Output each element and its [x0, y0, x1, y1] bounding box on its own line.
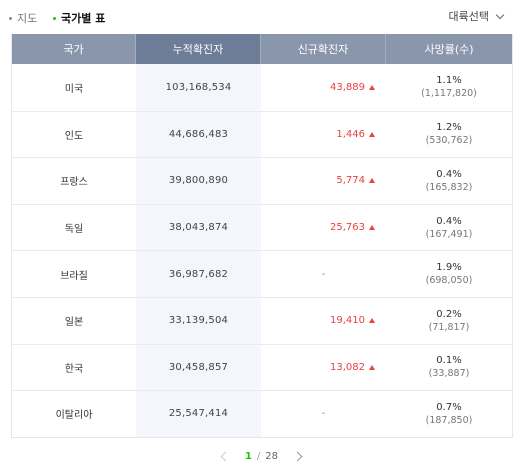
table-row: 한국 30,458,857 13,082 0.1% (33,887): [12, 343, 512, 391]
table-row: 이탈리아 25,547,414 - 0.7% (187,850): [12, 390, 512, 437]
death-count: (1,117,820): [421, 88, 477, 100]
death-rate-value: 0.4%: [436, 168, 462, 180]
header-new-cases[interactable]: 신규확진자: [261, 34, 386, 64]
header-country[interactable]: 국가: [12, 34, 136, 64]
country-table: 국가 누적확진자 신규확진자 사망률(수) 미국 103,168,534 43,88…: [11, 34, 513, 438]
new-cases-value: 5,774: [336, 175, 365, 187]
new-cases: 43,889: [261, 64, 386, 111]
death-rate: 1.1% (1,117,820): [386, 64, 512, 111]
country-name: 인도: [64, 130, 84, 142]
country-name: 미국: [64, 83, 84, 95]
country-name: 독일: [64, 224, 84, 236]
death-rate-value: 0.4%: [436, 215, 462, 227]
table-row: 프랑스 39,800,890 5,774 0.4% (165,832): [12, 157, 512, 204]
new-cases: 5,774: [261, 158, 386, 204]
death-rate-value: 1.2%: [436, 122, 462, 134]
increase-arrow-icon: [369, 178, 375, 184]
country-name: 브라질: [60, 270, 88, 282]
death-rate: 0.4% (167,491): [386, 205, 512, 251]
death-rate-value: 1.1%: [436, 75, 462, 87]
new-cases: 1,446: [261, 112, 386, 158]
death-count: (33,887): [428, 368, 470, 380]
death-count: (698,050): [425, 275, 473, 287]
new-cases: -: [261, 391, 386, 437]
continent-select-label: 대륙선택: [448, 10, 489, 23]
top-bar: 지도 국가별 표 대륙선택: [0, 0, 523, 34]
increase-arrow-icon: [369, 225, 375, 231]
new-cases-value: 43,889: [330, 81, 365, 93]
total-cases: 39,800,890: [136, 158, 261, 204]
current-page: 1: [244, 450, 252, 462]
chevron-left-icon[interactable]: [220, 451, 231, 461]
total-cases: 33,139,504: [136, 297, 261, 344]
new-cases-value: 13,082: [330, 361, 365, 373]
new-cases-value: 19,410: [330, 315, 365, 327]
new-cases: 19,410: [261, 298, 386, 344]
death-count: (71,817): [428, 321, 470, 333]
total-cases: 44,686,483: [136, 111, 261, 158]
table-body: 미국 103,168,534 43,889 1.1% (1,117,820) 인도 44,6…: [12, 64, 512, 437]
death-rate: 1.9% (698,050): [386, 251, 512, 297]
continent-select[interactable]: 대륙선택: [448, 8, 505, 24]
table-row: 브라질 36,987,682 - 1.9% (698,050): [12, 250, 512, 297]
total-pages: 28: [265, 450, 279, 462]
country-name: 이탈리아: [55, 410, 93, 422]
total-cases: 30,458,857: [136, 344, 261, 391]
tab-country-table-label: 국가별 표: [61, 12, 106, 25]
total-cases: 38,043,874: [136, 204, 261, 251]
total-cases: 36,987,682: [136, 251, 261, 297]
country-name: 한국: [64, 363, 84, 375]
table-row: 독일 38,043,874 25,763 0.4% (167,491): [12, 203, 512, 251]
death-rate: 0.1% (33,887): [386, 345, 512, 391]
increase-arrow-icon: [369, 84, 375, 90]
page-separator: /: [256, 450, 261, 462]
death-rate: 0.4% (165,832): [386, 158, 512, 204]
chevron-down-icon: [495, 10, 505, 19]
total-cases: 25,547,414: [136, 391, 261, 437]
death-rate-value: 0.7%: [436, 401, 462, 413]
death-rate: 1.2% (530,762): [386, 112, 512, 158]
table-row: 미국 103,168,534 43,889 1.1% (1,117,820): [12, 64, 512, 111]
death-rate-value: 0.2%: [436, 308, 462, 320]
total-cases: 103,168,534: [136, 64, 261, 111]
new-cases-value: -: [321, 408, 326, 420]
death-count: (167,491): [425, 228, 473, 240]
new-cases: -: [261, 251, 386, 297]
increase-arrow-icon: [369, 131, 375, 137]
death-count: (530,762): [425, 135, 473, 147]
new-cases-value: 1,446: [336, 128, 365, 140]
header-total-cases[interactable]: 누적확진자: [136, 34, 261, 64]
new-cases: 25,763: [261, 205, 386, 251]
tab-country-table[interactable]: 국가별 표: [53, 10, 105, 26]
country-name: 일본: [64, 317, 84, 329]
increase-arrow-icon: [369, 364, 375, 370]
death-rate-value: 0.1%: [436, 355, 462, 367]
new-cases-value: 25,763: [330, 222, 365, 234]
new-cases: 13,082: [261, 345, 386, 391]
header-death-rate[interactable]: 사망률(수): [424, 43, 474, 56]
bullet-icon: [9, 16, 12, 20]
bullet-icon: [53, 16, 56, 20]
table-header: 국가 누적확진자 신규확진자 사망률(수): [12, 34, 512, 64]
death-count: (165,832): [425, 181, 473, 193]
table-row: 인도 44,686,483 1,446 1.2% (530,762): [12, 110, 512, 158]
pagination: 1 / 28: [0, 449, 523, 463]
tab-map[interactable]: 지도: [9, 10, 37, 26]
country-name: 프랑스: [60, 177, 88, 189]
chevron-right-icon[interactable]: [292, 451, 303, 461]
death-rate: 0.2% (71,817): [386, 298, 512, 344]
new-cases-value: -: [321, 268, 326, 280]
table-row: 일본 33,139,504 19,410 0.2% (71,817): [12, 296, 512, 344]
increase-arrow-icon: [369, 318, 375, 324]
tab-map-label: 지도: [17, 12, 38, 25]
death-rate-value: 1.9%: [436, 262, 462, 274]
death-rate: 0.7% (187,850): [386, 391, 512, 437]
death-count: (187,850): [425, 414, 473, 426]
